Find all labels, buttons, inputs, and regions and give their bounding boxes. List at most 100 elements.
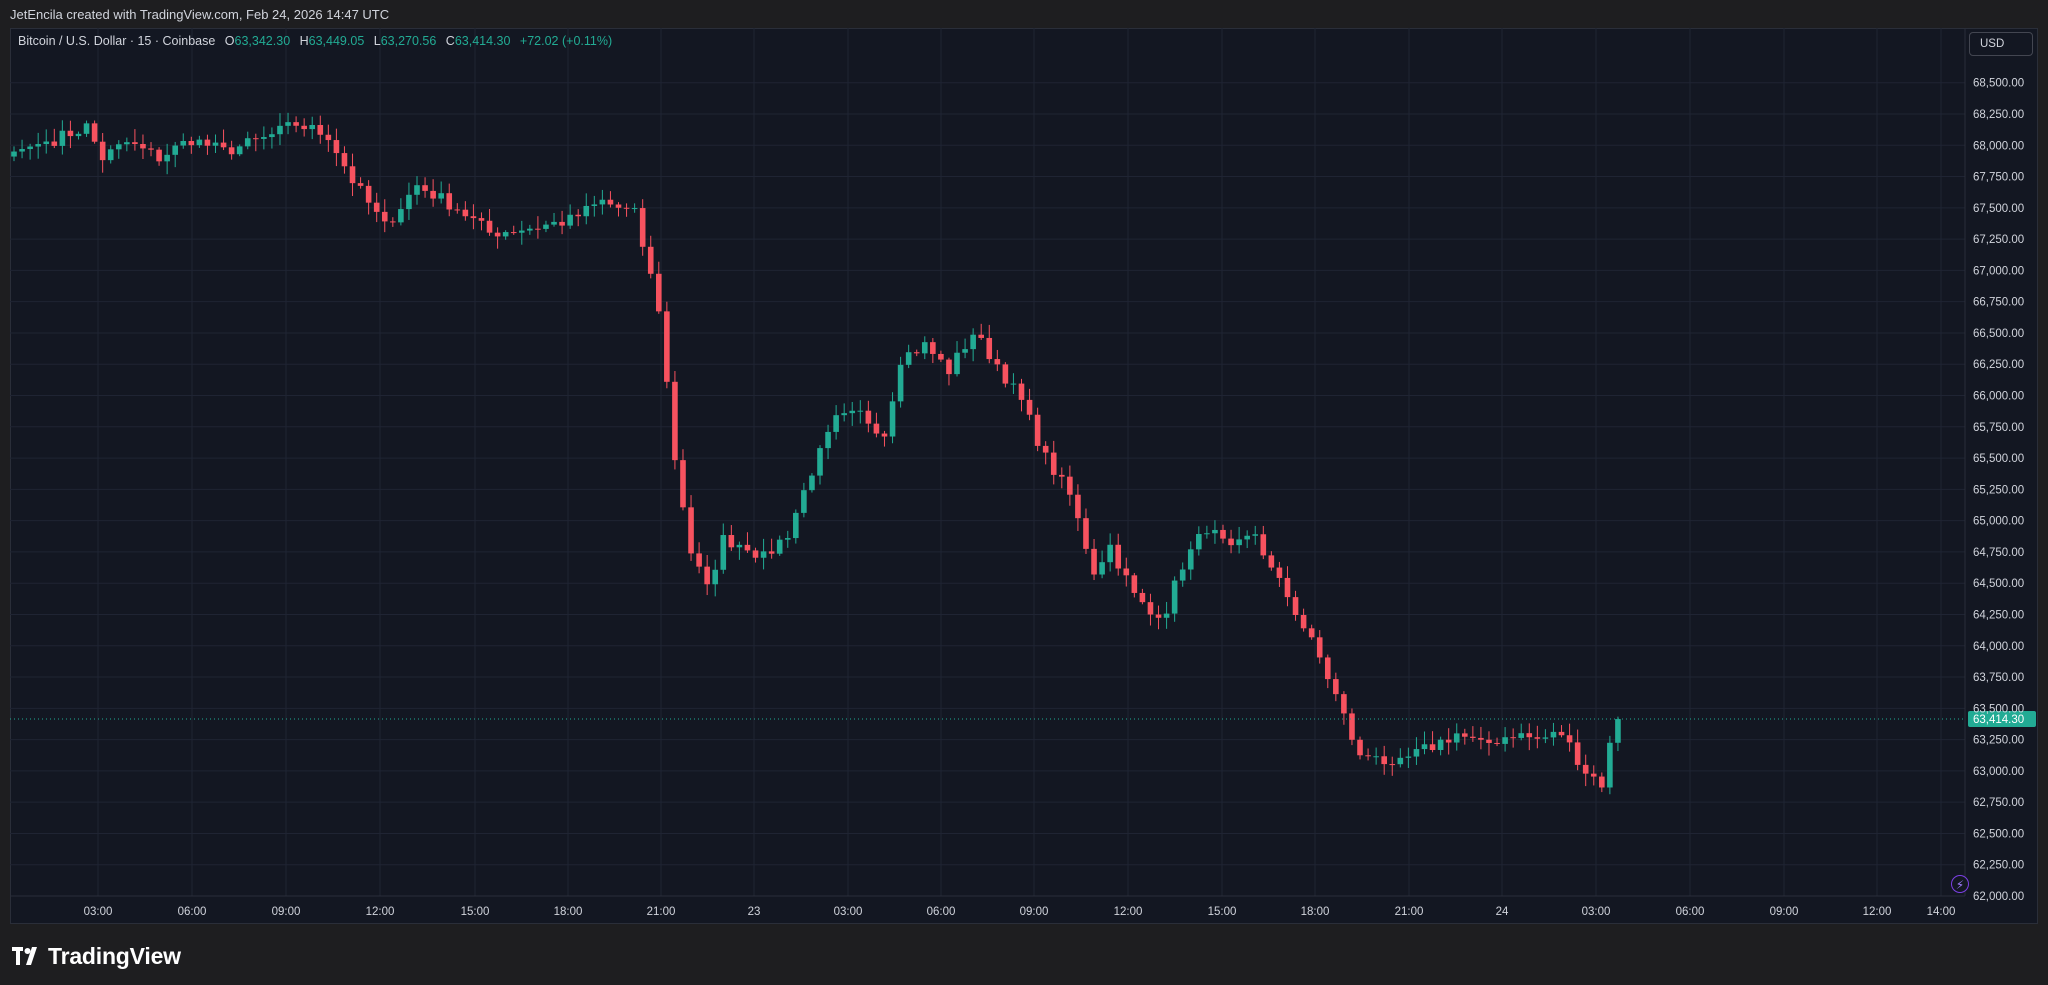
candle-body	[1050, 452, 1057, 475]
candle	[857, 400, 864, 424]
tradingview-logo[interactable]: TradingView	[12, 943, 181, 969]
candle	[712, 559, 719, 597]
candle-body	[1333, 679, 1339, 695]
candle-body	[793, 512, 799, 539]
candle	[390, 217, 396, 227]
candle-body	[639, 208, 646, 247]
candle-body	[897, 364, 904, 402]
candle	[27, 143, 33, 160]
candle	[1179, 562, 1186, 587]
candle	[1026, 388, 1033, 421]
candle-body	[817, 448, 823, 476]
candle-body	[115, 144, 122, 150]
candle	[1324, 654, 1331, 689]
candlestick-chart[interactable]: 63,414.30 62,000.0062,250.0062,500.0062,…	[10, 28, 2038, 924]
candle	[357, 177, 364, 189]
time-tick-label: 06:00	[927, 906, 956, 918]
candle	[607, 191, 614, 208]
candle-body	[615, 204, 622, 208]
candle-body	[1381, 756, 1387, 765]
candle-body	[454, 209, 461, 211]
candle-body	[1534, 737, 1541, 739]
candle	[986, 324, 993, 364]
candle-body	[1324, 657, 1331, 680]
candle	[744, 532, 751, 553]
candle-body	[873, 423, 880, 434]
candle-body	[91, 123, 98, 142]
candle-body	[381, 211, 388, 222]
candle-body	[43, 141, 50, 145]
time-axis: 03:00 06:00 09:00 12:00 15:00 18:00 21:00 23 03:…	[84, 906, 1956, 918]
candle-body	[1518, 733, 1525, 738]
candle	[148, 142, 154, 157]
candle	[1381, 745, 1387, 775]
time-tick-label: 09:00	[272, 906, 301, 918]
candle-body	[11, 151, 17, 157]
candle-body	[1300, 615, 1307, 629]
candle	[994, 349, 1001, 372]
candle	[1228, 529, 1234, 554]
candle	[1155, 605, 1162, 630]
candle-body	[438, 193, 444, 199]
candle-body	[309, 124, 316, 130]
footer	[0, 924, 2048, 985]
price-tick-label: 67,500.00	[1973, 203, 2024, 215]
candle	[446, 183, 453, 217]
candle	[680, 449, 686, 511]
candle-body	[567, 214, 573, 226]
candle-body	[59, 130, 66, 146]
candle	[438, 181, 444, 204]
candle	[188, 136, 195, 154]
candle	[478, 212, 485, 231]
candle	[156, 147, 162, 166]
candle	[647, 235, 654, 279]
currency-button[interactable]: USD	[1969, 32, 2033, 56]
price-axis: 62,000.00 62,250.00 62,500.00 62,750.00 63,0…	[1973, 78, 2024, 903]
candle-body	[236, 146, 243, 155]
candle-body	[164, 154, 170, 162]
candle	[535, 216, 541, 239]
candle-body	[1010, 383, 1017, 385]
price-tick-label: 64,000.00	[1973, 641, 2024, 653]
candle	[938, 350, 944, 363]
candle	[809, 473, 815, 493]
candle-body	[1542, 737, 1549, 739]
candle	[704, 554, 710, 596]
candle-body	[1510, 737, 1516, 739]
candle-body	[1429, 744, 1436, 750]
candle	[583, 193, 590, 225]
candle-body	[1349, 713, 1355, 740]
chart-frame	[10, 28, 2038, 924]
candle-body	[414, 185, 420, 195]
candle	[696, 542, 702, 574]
candle-body	[849, 410, 856, 414]
candle	[381, 199, 388, 233]
price-tick-label: 63,000.00	[1973, 766, 2024, 778]
candle-body	[1123, 568, 1130, 576]
candle-body	[1445, 739, 1452, 743]
candle	[277, 113, 283, 146]
candle	[236, 144, 243, 157]
low-value: 63,270.56	[380, 34, 437, 48]
lightning-bolt-icon[interactable]: ⚡	[1951, 875, 1969, 893]
candle-body	[67, 130, 74, 137]
last-price-tag	[1968, 711, 2036, 728]
candle-body	[156, 149, 162, 162]
candle-body	[1091, 548, 1097, 575]
candle	[801, 482, 807, 518]
candle	[470, 204, 477, 230]
candle	[1373, 747, 1379, 765]
candle-body	[140, 143, 146, 149]
candle	[728, 525, 735, 551]
candle-body	[253, 138, 259, 140]
candle-body	[970, 334, 976, 350]
candle	[639, 199, 646, 256]
candle	[1050, 440, 1057, 485]
candle	[551, 212, 557, 227]
candle-body	[825, 431, 831, 449]
candle	[946, 357, 952, 386]
candle	[293, 116, 299, 133]
candle	[1599, 772, 1605, 793]
candle-body	[124, 142, 130, 145]
candle	[1147, 593, 1154, 626]
